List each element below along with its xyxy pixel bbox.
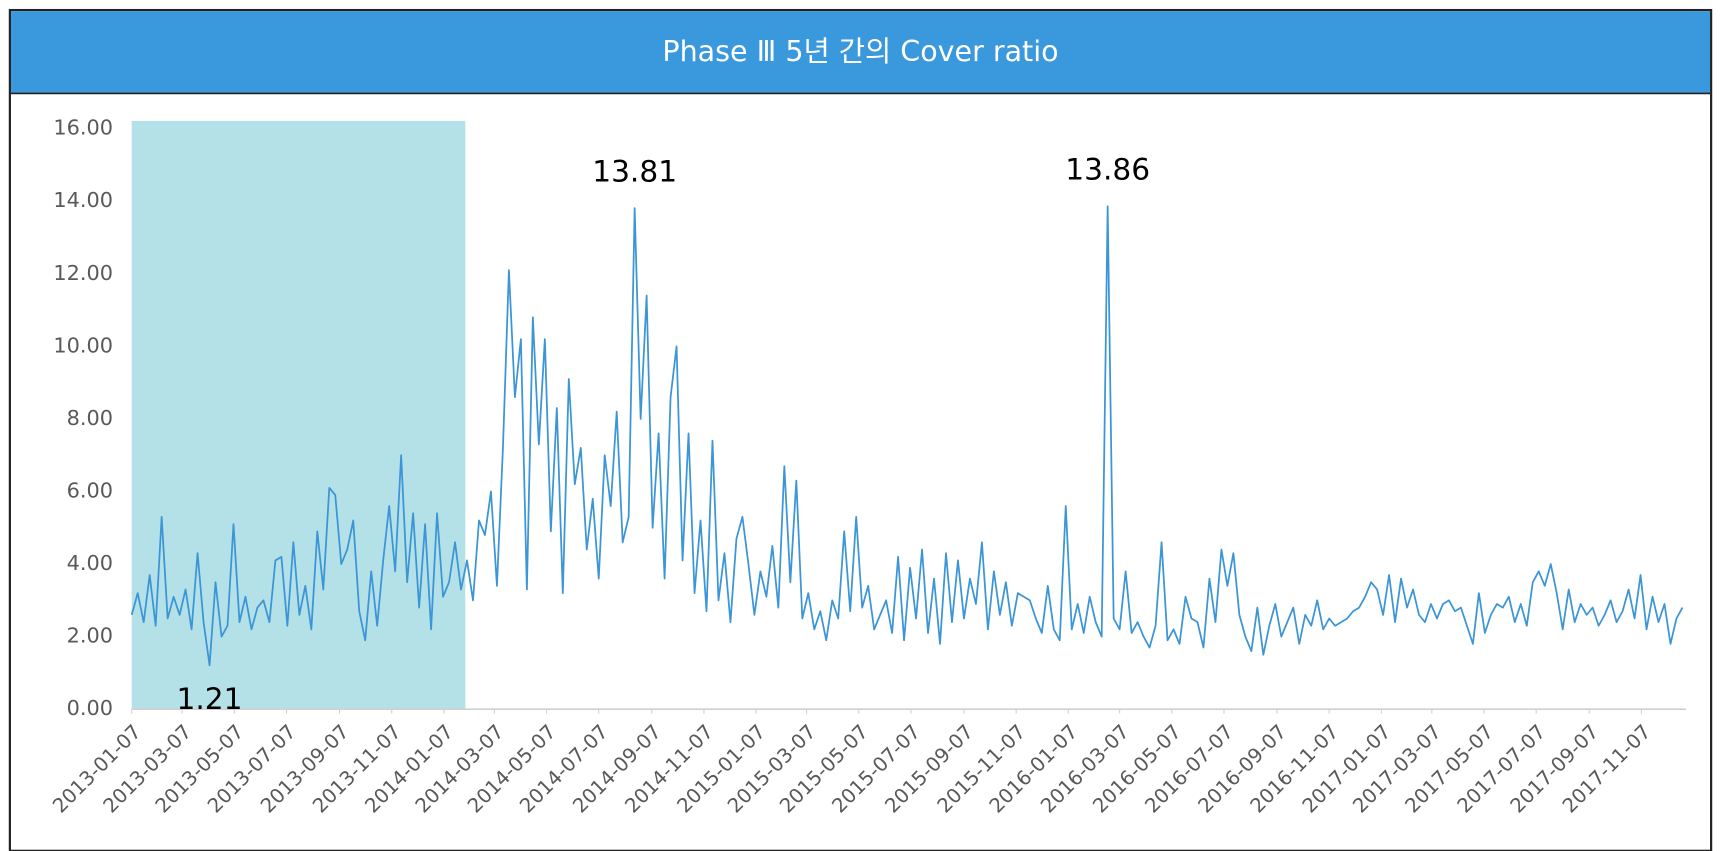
annotation: 13.86 — [1065, 152, 1150, 187]
chart-title: Phase Ⅲ 5년 간의 Cover ratio — [662, 35, 1058, 68]
data-line — [130, 205, 1684, 667]
y-tick-label: 6.00 — [67, 478, 113, 502]
y-tick-label: 0.00 — [67, 696, 113, 720]
y-tick-label: 14.00 — [53, 188, 113, 212]
y-tick-label: 2.00 — [67, 624, 113, 648]
annotation: 13.81 — [592, 153, 677, 188]
y-tick-label: 4.00 — [67, 551, 113, 575]
y-tick-label: 12.00 — [53, 261, 113, 285]
y-tick-label: 8.00 — [67, 406, 113, 430]
y-tick-label: 10.00 — [53, 333, 113, 357]
highlight-region — [131, 120, 466, 710]
header-bar — [10, 11, 1711, 94]
annotation: 1.21 — [177, 681, 243, 716]
y-tick-label: 16.00 — [53, 116, 113, 140]
